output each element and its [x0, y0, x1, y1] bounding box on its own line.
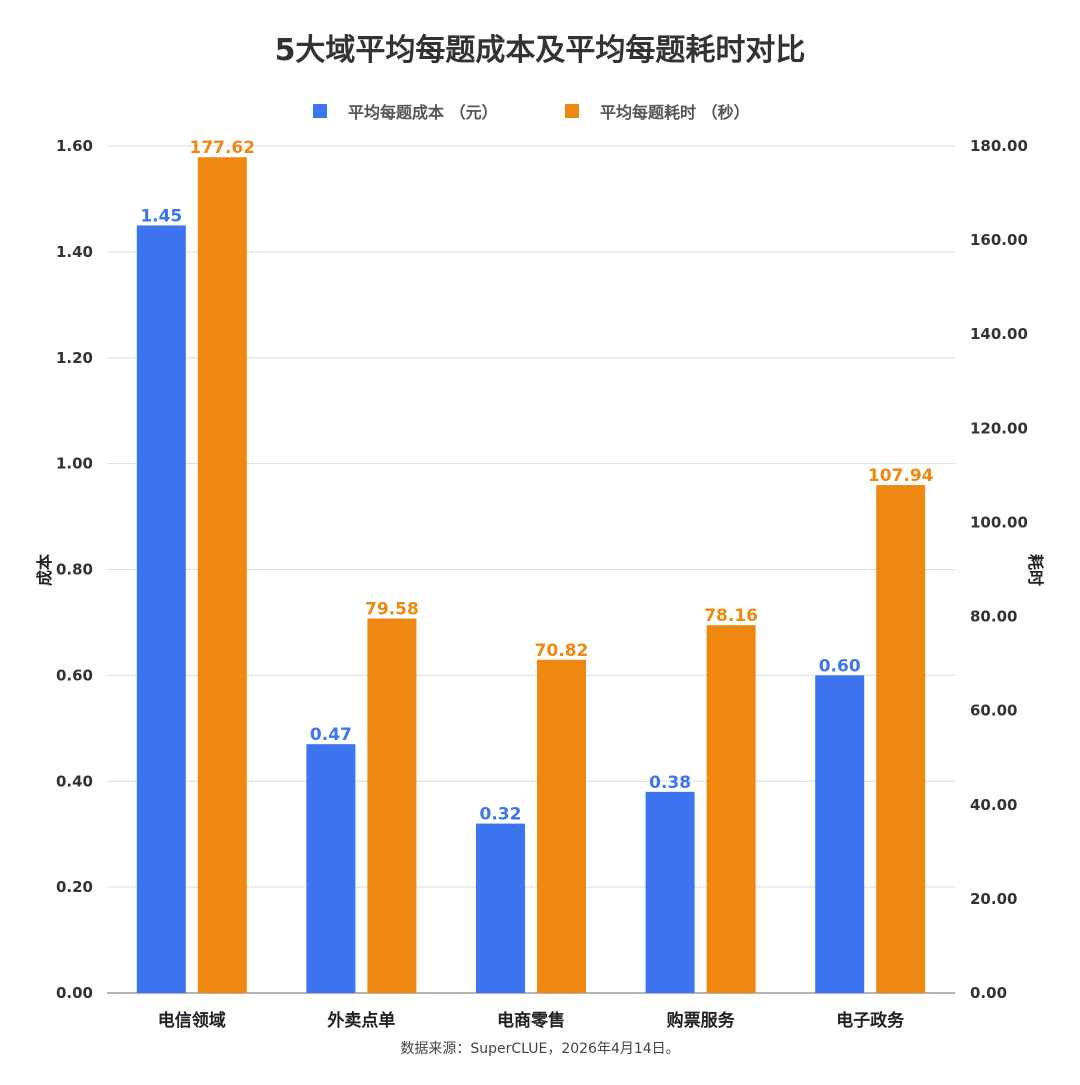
chart-title: 5大域平均每题成本及平均每题耗时对比 — [275, 33, 806, 68]
left-tick-label: 0.00 — [56, 984, 93, 1002]
category-label: 电商零售 — [497, 1010, 565, 1031]
data-label-time: 177.62 — [189, 138, 255, 158]
left-tick-label: 0.60 — [56, 666, 93, 684]
bar-time — [367, 618, 417, 993]
right-tick-label: 20.00 — [970, 890, 1017, 908]
category-label: 外卖点单 — [327, 1010, 395, 1031]
right-tick-label: 180.00 — [970, 137, 1028, 155]
category-labels: 电信领域 外卖点单 电商零售 购票服务 电子政务 — [158, 1010, 905, 1031]
legend-label-time: 平均每题耗时 （秒） — [600, 103, 750, 122]
right-axis-ticks: 0.00 20.00 40.00 60.00 80.00 100.00 120.00 140.… — [970, 137, 1028, 1002]
right-tick-label: 80.00 — [970, 608, 1017, 626]
left-tick-label: 0.20 — [56, 878, 93, 896]
bar-time — [706, 625, 756, 993]
left-tick-label: 0.80 — [56, 561, 93, 579]
bar-time — [876, 485, 926, 993]
left-tick-label: 0.40 — [56, 772, 93, 790]
right-tick-label: 120.00 — [970, 419, 1028, 437]
bars — [136, 157, 926, 993]
data-label-time: 79.58 — [365, 600, 419, 620]
right-tick-label: 160.00 — [970, 231, 1028, 249]
right-tick-label: 100.00 — [970, 513, 1028, 531]
right-tick-label: 0.00 — [970, 984, 1007, 1002]
gridlines — [107, 145, 955, 994]
legend: 平均每题成本 （元） 平均每题耗时 （秒） — [313, 103, 750, 122]
data-labels: 1.45 177.62 0.47 79.58 0.32 70.82 0.38 78.16 0.6… — [140, 138, 933, 824]
category-label: 购票服务 — [667, 1010, 736, 1031]
legend-label-cost: 平均每题成本 （元） — [348, 103, 498, 122]
data-label-cost: 0.60 — [819, 656, 861, 676]
right-tick-label: 140.00 — [970, 325, 1028, 343]
bar-cost — [645, 791, 695, 993]
left-tick-label: 1.20 — [56, 349, 93, 367]
right-tick-label: 60.00 — [970, 702, 1017, 720]
data-label-cost: 0.38 — [649, 773, 691, 793]
data-label-cost: 1.45 — [140, 206, 182, 226]
left-tick-label: 1.00 — [56, 455, 93, 473]
legend-swatch-cost — [313, 104, 327, 118]
bar-cost — [306, 744, 356, 993]
bar-cost — [815, 675, 865, 993]
data-label-time: 70.82 — [535, 641, 589, 661]
bar-cost — [476, 823, 525, 993]
category-label: 电信领域 — [158, 1010, 226, 1031]
category-label: 电子政务 — [836, 1010, 905, 1031]
right-tick-label: 40.00 — [970, 796, 1017, 814]
legend-swatch-time — [565, 104, 579, 118]
bar-cost — [136, 225, 186, 993]
right-axis-title: 耗时 — [1026, 554, 1045, 586]
left-tick-label: 1.60 — [56, 137, 93, 155]
data-source-note: 数据来源：SuperCLUE，2026年4月14日。 — [400, 1041, 679, 1057]
data-label-time: 78.16 — [704, 606, 758, 626]
bar-time — [197, 157, 247, 993]
data-label-cost: 0.47 — [310, 725, 352, 745]
bar-time — [537, 659, 586, 993]
left-axis-ticks: 0.00 0.20 0.40 0.60 0.80 1.00 1.20 1.40 1.60 — [56, 137, 93, 1002]
data-label-cost: 0.32 — [480, 805, 522, 825]
data-label-time: 107.94 — [868, 466, 934, 486]
left-axis-title: 成本 — [35, 554, 54, 586]
left-tick-label: 1.40 — [56, 243, 93, 261]
